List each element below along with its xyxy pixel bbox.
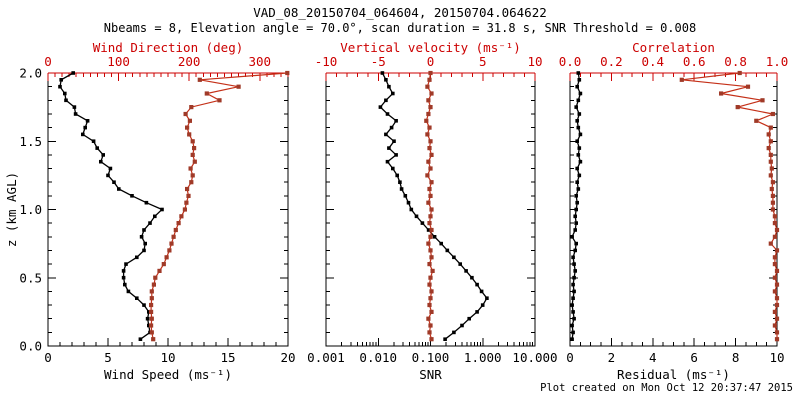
svg-text:10: 10 <box>527 54 542 69</box>
svg-text:2.0: 2.0 <box>19 66 42 81</box>
svg-text:0: 0 <box>44 350 52 365</box>
svg-text:SNR: SNR <box>419 367 442 382</box>
svg-text:1.0: 1.0 <box>766 54 789 69</box>
svg-text:Wind Direction (deg): Wind Direction (deg) <box>93 40 244 55</box>
svg-text:0: 0 <box>566 350 574 365</box>
axis-labels: 0 5 10 15 20 Wind Speed (ms⁻¹) 0 100 200 300 Wind … <box>4 40 296 382</box>
svg-text:15: 15 <box>220 350 235 365</box>
svg-text:1.0: 1.0 <box>19 202 42 217</box>
panel-frame <box>569 72 778 347</box>
svg-text:Vertical velocity (ms⁻¹): Vertical velocity (ms⁻¹) <box>340 40 521 55</box>
svg-text:0.001: 0.001 <box>307 350 345 365</box>
svg-text:0: 0 <box>427 54 435 69</box>
svg-text:200: 200 <box>178 54 201 69</box>
correlation-series <box>679 70 780 342</box>
panel-wind-speed-direction: 0 5 10 15 20 Wind Speed (ms⁻¹) 0 100 200 300 Wind … <box>4 40 296 382</box>
svg-text:6: 6 <box>690 350 698 365</box>
svg-text:0.100: 0.100 <box>412 350 450 365</box>
svg-text:-10: -10 <box>315 54 338 69</box>
svg-text:-5: -5 <box>371 54 386 69</box>
axis-labels: 0.001 0.010 0.100 1.000 10.000 SNR -10 -5 0 5 10 Ve… <box>307 40 557 382</box>
svg-text:0: 0 <box>44 54 52 69</box>
svg-text:1.5: 1.5 <box>19 134 42 149</box>
plot-subtitle: Nbeams = 8, Elevation angle = 70.0°, sca… <box>103 21 697 35</box>
svg-text:5: 5 <box>479 54 487 69</box>
svg-text:0.4: 0.4 <box>642 54 665 69</box>
residual-series <box>570 71 583 341</box>
svg-text:1.000: 1.000 <box>464 350 502 365</box>
panel-residual-correlation: 0 2 4 6 8 10 Residual (ms⁻¹) 0.0 0.2 0.4 0.6 0.8 1.0… <box>559 40 789 382</box>
svg-text:4: 4 <box>649 350 657 365</box>
svg-text:Residual (ms⁻¹): Residual (ms⁻¹) <box>617 367 730 382</box>
axis-labels: 0 2 4 6 8 10 Residual (ms⁻¹) 0.0 0.2 0.4 0.6 0.8 1.0… <box>559 40 789 382</box>
svg-text:20: 20 <box>280 350 295 365</box>
svg-text:300: 300 <box>248 54 271 69</box>
svg-text:100: 100 <box>107 54 130 69</box>
top-axis <box>47 72 289 81</box>
svg-text:10: 10 <box>769 350 784 365</box>
vertical_velocity-series <box>424 70 435 342</box>
svg-text:10: 10 <box>160 350 175 365</box>
wind_speed-series <box>58 71 164 341</box>
svg-text:5: 5 <box>104 350 112 365</box>
top-axis <box>569 72 778 81</box>
plot-created-timestamp: Plot created on Mon Oct 12 20:37:47 2015 <box>540 382 793 394</box>
wind_direction-series <box>149 70 290 342</box>
svg-text:8: 8 <box>732 350 740 365</box>
svg-text:0.2: 0.2 <box>600 54 623 69</box>
svg-text:0.6: 0.6 <box>683 54 706 69</box>
svg-text:0.0: 0.0 <box>559 54 582 69</box>
panel-frame <box>47 72 289 347</box>
svg-text:0.0: 0.0 <box>19 339 42 354</box>
svg-text:0.010: 0.010 <box>359 350 397 365</box>
svg-text:0.8: 0.8 <box>724 54 747 69</box>
panel-snr-vertical-velocity: 0.001 0.010 0.100 1.000 10.000 SNR -10 -5 0 5 10 Ve… <box>307 40 557 382</box>
svg-text:2: 2 <box>608 350 616 365</box>
snr-series <box>378 71 489 341</box>
svg-text:10.000: 10.000 <box>512 350 557 365</box>
svg-text:z (km AGL): z (km AGL) <box>4 172 19 247</box>
svg-text:Correlation: Correlation <box>632 40 715 55</box>
plot-title: VAD_08_20150704_064604, 20150704.064622 <box>253 5 547 20</box>
svg-text:0.5: 0.5 <box>19 270 42 285</box>
svg-text:Wind Speed (ms⁻¹): Wind Speed (ms⁻¹) <box>104 367 232 382</box>
